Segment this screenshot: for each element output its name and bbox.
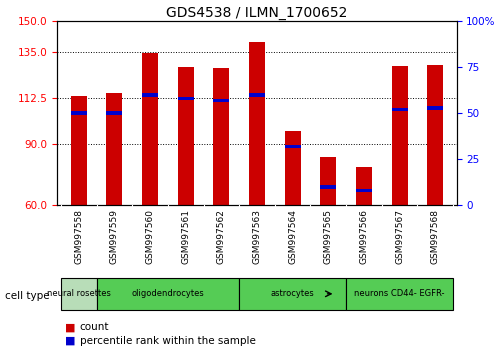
Bar xyxy=(71,96,87,205)
Bar xyxy=(320,157,336,205)
Text: GSM997563: GSM997563 xyxy=(252,209,261,264)
Text: percentile rank within the sample: percentile rank within the sample xyxy=(80,336,255,346)
Bar xyxy=(106,112,122,115)
Bar xyxy=(346,278,453,310)
Text: GSM997568: GSM997568 xyxy=(431,209,440,264)
Text: ■: ■ xyxy=(65,322,75,332)
Text: neural rosettes: neural rosettes xyxy=(47,289,111,298)
Bar xyxy=(392,108,408,112)
Text: GSM997559: GSM997559 xyxy=(110,209,119,264)
Title: GDS4538 / ILMN_1700652: GDS4538 / ILMN_1700652 xyxy=(166,6,348,20)
Bar xyxy=(97,278,239,310)
Text: GSM997566: GSM997566 xyxy=(359,209,368,264)
Text: GSM997565: GSM997565 xyxy=(324,209,333,264)
Bar xyxy=(142,53,158,205)
Bar xyxy=(427,106,443,110)
Bar xyxy=(392,66,408,205)
Text: GSM997567: GSM997567 xyxy=(395,209,404,264)
Bar xyxy=(356,167,372,205)
Bar xyxy=(249,93,265,97)
Text: neurons CD44- EGFR-: neurons CD44- EGFR- xyxy=(354,289,445,298)
Bar xyxy=(61,278,97,310)
Text: GSM997558: GSM997558 xyxy=(74,209,83,264)
Bar xyxy=(214,68,230,205)
Bar xyxy=(142,93,158,97)
Text: astrocytes: astrocytes xyxy=(271,289,314,298)
Bar xyxy=(427,65,443,205)
Bar xyxy=(284,131,300,205)
Bar xyxy=(249,42,265,205)
Text: cell type: cell type xyxy=(5,291,49,301)
Bar xyxy=(239,278,346,310)
Bar xyxy=(356,189,372,193)
Text: count: count xyxy=(80,322,109,332)
Bar xyxy=(214,98,230,102)
Text: ■: ■ xyxy=(65,336,75,346)
Bar xyxy=(178,67,194,205)
Text: GSM997560: GSM997560 xyxy=(146,209,155,264)
Bar xyxy=(284,144,300,148)
Text: GSM997561: GSM997561 xyxy=(181,209,190,264)
Text: GSM997564: GSM997564 xyxy=(288,209,297,264)
Text: GSM997562: GSM997562 xyxy=(217,209,226,264)
Bar xyxy=(320,185,336,189)
Bar xyxy=(106,93,122,205)
Text: oligodendrocytes: oligodendrocytes xyxy=(132,289,204,298)
Bar xyxy=(71,112,87,115)
Bar xyxy=(178,97,194,101)
